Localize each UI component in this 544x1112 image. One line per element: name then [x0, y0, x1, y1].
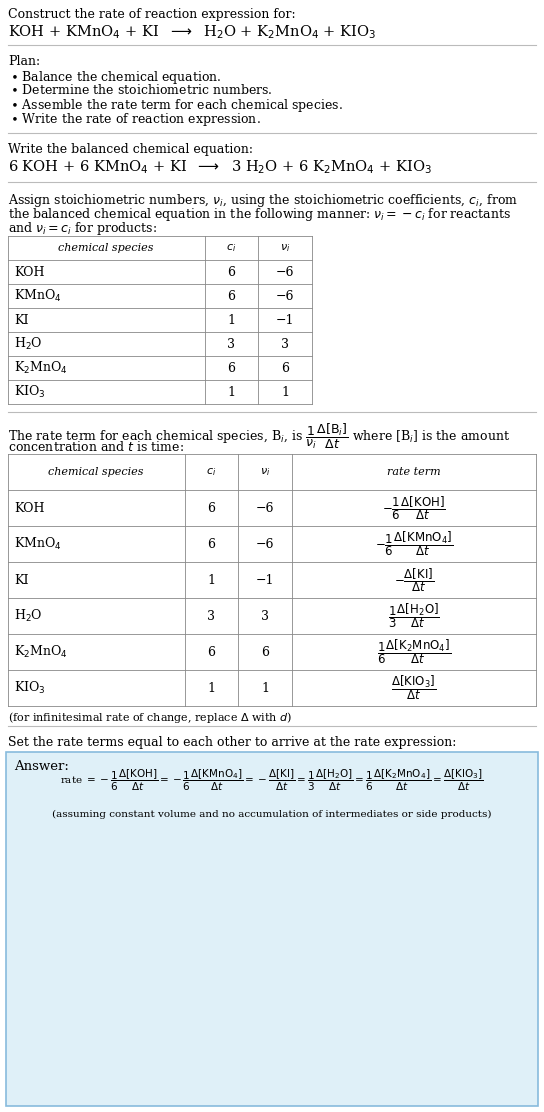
Text: 3: 3 — [281, 338, 289, 350]
Text: rate term: rate term — [387, 467, 441, 477]
Text: 3: 3 — [227, 338, 235, 350]
Text: rate $= -\dfrac{1}{6}\dfrac{\Delta[\mathrm{KOH}]}{\Delta t} = -\dfrac{1}{6}\dfra: rate $= -\dfrac{1}{6}\dfrac{\Delta[\math… — [60, 767, 484, 793]
Text: −1: −1 — [276, 314, 294, 327]
Text: 1: 1 — [227, 386, 235, 398]
Text: (for infinitesimal rate of change, replace $\Delta$ with $d$): (for infinitesimal rate of change, repla… — [8, 709, 292, 725]
FancyBboxPatch shape — [6, 752, 538, 1106]
Text: 3: 3 — [207, 609, 215, 623]
Text: 6: 6 — [227, 361, 235, 375]
Text: KI: KI — [14, 314, 28, 327]
Text: H$_2$O: H$_2$O — [14, 608, 42, 624]
Text: 6: 6 — [227, 289, 235, 302]
Text: Write the balanced chemical equation:: Write the balanced chemical equation: — [8, 143, 253, 156]
Text: 1: 1 — [207, 574, 215, 586]
Text: K$_2$MnO$_4$: K$_2$MnO$_4$ — [14, 360, 67, 376]
Text: H$_2$O: H$_2$O — [14, 336, 42, 353]
Text: 6: 6 — [207, 537, 215, 550]
Text: and $\nu_i = c_i$ for products:: and $\nu_i = c_i$ for products: — [8, 220, 157, 237]
Text: KOH: KOH — [14, 502, 45, 515]
Text: KIO$_3$: KIO$_3$ — [14, 384, 46, 400]
Text: 6: 6 — [261, 645, 269, 658]
Text: KOH: KOH — [14, 266, 45, 278]
Text: KOH + KMnO$_4$ + KI  $\longrightarrow$  H$_2$O + K$_2$MnO$_4$ + KIO$_3$: KOH + KMnO$_4$ + KI $\longrightarrow$ H$… — [8, 23, 376, 41]
Text: (assuming constant volume and no accumulation of intermediates or side products): (assuming constant volume and no accumul… — [52, 810, 492, 820]
Text: 1: 1 — [207, 682, 215, 695]
Text: 6: 6 — [227, 266, 235, 278]
Text: −6: −6 — [256, 537, 274, 550]
Text: $\nu_i$: $\nu_i$ — [280, 242, 290, 254]
Text: Set the rate terms equal to each other to arrive at the rate expression:: Set the rate terms equal to each other t… — [8, 736, 456, 749]
Text: −6: −6 — [276, 289, 294, 302]
Text: 1: 1 — [261, 682, 269, 695]
Text: $c_i$: $c_i$ — [206, 466, 216, 478]
Text: −1: −1 — [256, 574, 274, 586]
Text: −6: −6 — [276, 266, 294, 278]
Text: −6: −6 — [256, 502, 274, 515]
Text: chemical species: chemical species — [58, 244, 154, 254]
Text: Construct the rate of reaction expression for:: Construct the rate of reaction expressio… — [8, 8, 295, 21]
Text: $\bullet$ Determine the stoichiometric numbers.: $\bullet$ Determine the stoichiometric n… — [10, 83, 273, 97]
Text: Answer:: Answer: — [14, 759, 69, 773]
Text: the balanced chemical equation in the following manner: $\nu_i = -c_i$ for react: the balanced chemical equation in the fo… — [8, 206, 511, 224]
Text: KIO$_3$: KIO$_3$ — [14, 679, 46, 696]
Text: 3: 3 — [261, 609, 269, 623]
Text: $\bullet$ Assemble the rate term for each chemical species.: $\bullet$ Assemble the rate term for eac… — [10, 97, 343, 115]
Text: KMnO$_4$: KMnO$_4$ — [14, 536, 61, 552]
Text: Plan:: Plan: — [8, 54, 40, 68]
Text: $c_i$: $c_i$ — [226, 242, 236, 254]
Text: $\dfrac{1}{6}\dfrac{\Delta[\mathrm{K_2MnO_4}]}{\Delta t}$: $\dfrac{1}{6}\dfrac{\Delta[\mathrm{K_2Mn… — [377, 637, 451, 666]
Text: $\bullet$ Balance the chemical equation.: $\bullet$ Balance the chemical equation. — [10, 69, 222, 86]
Text: concentration and $t$ is time:: concentration and $t$ is time: — [8, 440, 184, 454]
Text: $\nu_i$: $\nu_i$ — [260, 466, 270, 478]
Text: KI: KI — [14, 574, 28, 586]
Text: $-\dfrac{\Delta[\mathrm{KI}]}{\Delta t}$: $-\dfrac{\Delta[\mathrm{KI}]}{\Delta t}$ — [394, 566, 434, 594]
Text: $\bullet$ Write the rate of reaction expression.: $\bullet$ Write the rate of reaction exp… — [10, 111, 261, 128]
Text: $\dfrac{1}{3}\dfrac{\Delta[\mathrm{H_2O}]}{\Delta t}$: $\dfrac{1}{3}\dfrac{\Delta[\mathrm{H_2O}… — [388, 602, 440, 631]
Text: chemical species: chemical species — [48, 467, 144, 477]
Text: $\dfrac{\Delta[\mathrm{KIO_3}]}{\Delta t}$: $\dfrac{\Delta[\mathrm{KIO_3}]}{\Delta t… — [391, 674, 437, 703]
Text: $-\dfrac{1}{6}\dfrac{\Delta[\mathrm{KOH}]}{\Delta t}$: $-\dfrac{1}{6}\dfrac{\Delta[\mathrm{KOH}… — [382, 494, 446, 522]
Text: 6: 6 — [207, 502, 215, 515]
Text: 1: 1 — [227, 314, 235, 327]
Text: 6: 6 — [207, 645, 215, 658]
Text: 6 KOH + 6 KMnO$_4$ + KI  $\longrightarrow$  3 H$_2$O + 6 K$_2$MnO$_4$ + KIO$_3$: 6 KOH + 6 KMnO$_4$ + KI $\longrightarrow… — [8, 158, 432, 176]
Text: 6: 6 — [281, 361, 289, 375]
Text: Assign stoichiometric numbers, $\nu_i$, using the stoichiometric coefficients, $: Assign stoichiometric numbers, $\nu_i$, … — [8, 192, 518, 209]
Text: $-\dfrac{1}{6}\dfrac{\Delta[\mathrm{KMnO_4}]}{\Delta t}$: $-\dfrac{1}{6}\dfrac{\Delta[\mathrm{KMnO… — [375, 529, 453, 558]
Text: K$_2$MnO$_4$: K$_2$MnO$_4$ — [14, 644, 67, 661]
Text: The rate term for each chemical species, B$_i$, is $\dfrac{1}{\nu_i}\dfrac{\Delt: The rate term for each chemical species,… — [8, 421, 510, 451]
Text: 1: 1 — [281, 386, 289, 398]
Text: KMnO$_4$: KMnO$_4$ — [14, 288, 61, 304]
